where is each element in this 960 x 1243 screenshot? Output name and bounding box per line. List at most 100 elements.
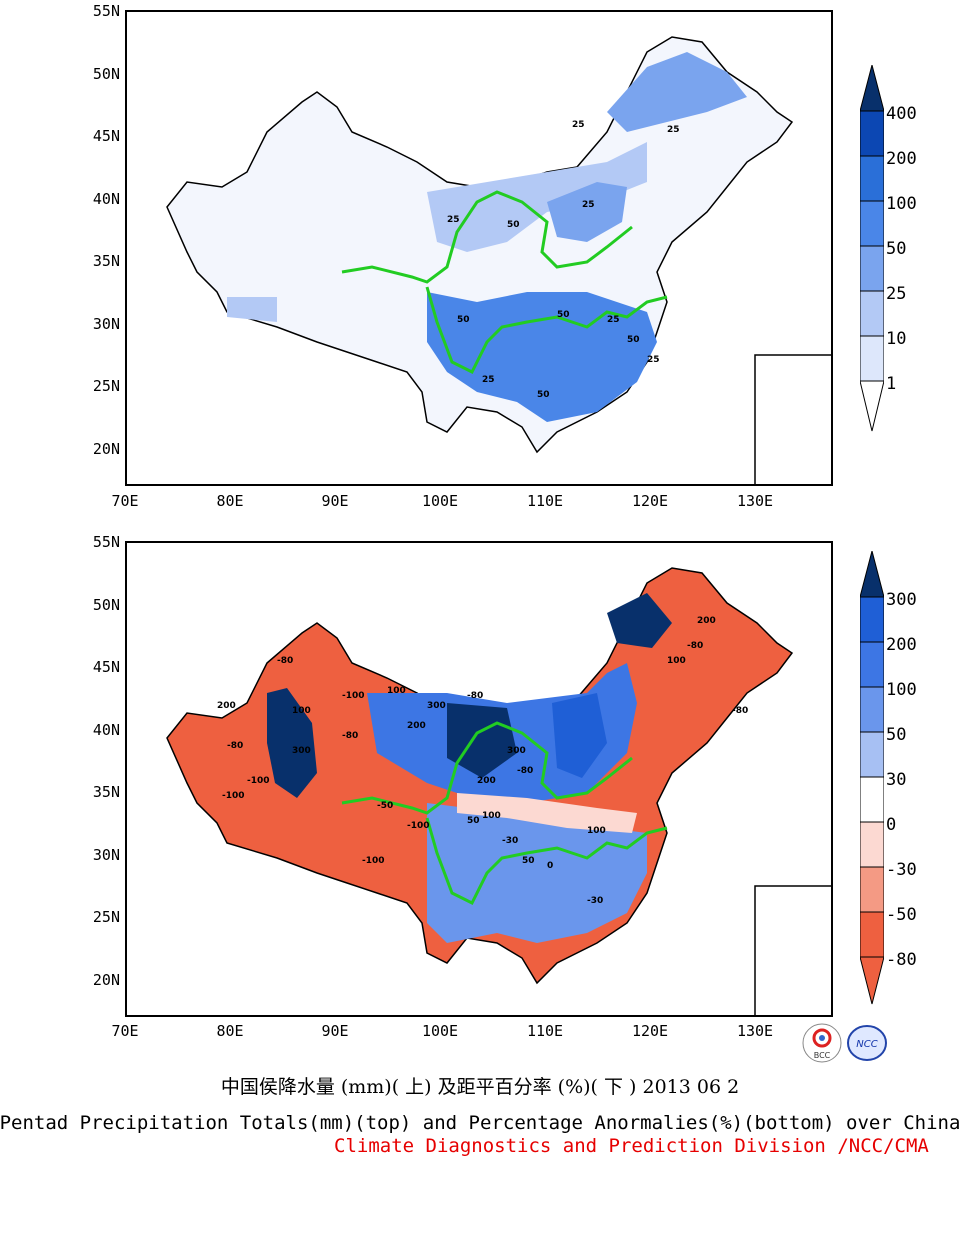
x-label: 120E [631, 1022, 669, 1040]
contour-label: 100 [482, 811, 501, 821]
y-label: 45N [92, 658, 120, 676]
x-label: 130E [736, 492, 774, 510]
anomaly-neutral-band [457, 793, 637, 833]
contour-label: -50 [377, 801, 393, 811]
contour-label: -30 [502, 836, 518, 846]
contour-label: 50 [467, 816, 480, 826]
bcc-logo-text: BCC [814, 1051, 831, 1060]
colorbar-label: 200 [886, 635, 917, 655]
yangtze-river [425, 286, 668, 375]
y-label: 30N [92, 846, 120, 864]
anomaly-blue-east [552, 693, 607, 778]
contour-label: 100 [667, 656, 686, 666]
contour-label: -80 [687, 641, 703, 651]
y-label: 35N [92, 252, 120, 270]
x-label: 70E [111, 1022, 139, 1040]
contour-label: 200 [217, 701, 236, 711]
y-label: 45N [92, 127, 120, 145]
y-label: 30N [92, 315, 120, 333]
rain-band-north [547, 182, 627, 242]
contour-label: 300 [507, 746, 526, 756]
contour-label: -80 [467, 691, 483, 701]
contour-label: 25 [607, 315, 620, 325]
contour-label: 50 [522, 856, 535, 866]
contour-label: 50 [537, 390, 550, 400]
ncc-logo: NCC [847, 1025, 887, 1061]
colorbar-label: 300 [886, 590, 917, 610]
colorbar-label: 50 [886, 725, 907, 745]
contour-label: -30 [587, 896, 603, 906]
bcc-logo: BCC [802, 1023, 842, 1063]
contour-label: 25 [667, 125, 680, 135]
rain-band-northeast [607, 52, 747, 132]
contour-label: 25 [647, 355, 660, 365]
anomaly-darkblue-west [267, 688, 317, 798]
contour-label: 300 [427, 701, 446, 711]
contour-label: -80 [277, 656, 293, 666]
precipitation-totals-map: 25 25 25 25 50 50 50 25 50 25 50 25 [125, 10, 833, 486]
contour-label: 200 [407, 721, 426, 731]
south-china-sea-inset [754, 354, 831, 484]
y-label: 55N [92, 2, 120, 20]
contour-label: -80 [227, 741, 243, 751]
rain-band-west [227, 297, 277, 322]
contour-label: 50 [457, 315, 470, 325]
colorbar-label: 50 [886, 239, 907, 259]
colorbar-label: -80 [886, 950, 917, 970]
x-label: 80E [216, 1022, 244, 1040]
x-label: 70E [111, 492, 139, 510]
contour-label: 50 [557, 310, 570, 320]
y-label: 35N [92, 783, 120, 801]
contour-label: 25 [447, 215, 460, 225]
top-colorbar [860, 65, 884, 432]
contour-label: -100 [407, 821, 430, 831]
x-label: 110E [526, 1022, 564, 1040]
x-label: 90E [321, 492, 349, 510]
contour-label: 25 [482, 375, 495, 385]
contour-label: 100 [387, 686, 406, 696]
contour-label: -80 [517, 766, 533, 776]
contour-label: 25 [572, 120, 585, 130]
colorbar-label: 1 [886, 374, 897, 394]
contour-label: 200 [477, 776, 496, 786]
colorbar-label: 30 [886, 770, 907, 790]
x-label: 90E [321, 1022, 349, 1040]
precipitation-anomaly-map: -100 -80 -100 -80 200 300 100 -80 -100 300 200 100-… [125, 541, 833, 1017]
colorbar-label: 400 [886, 104, 917, 124]
colorbar-label: -30 [886, 860, 917, 880]
x-label: 100E [421, 1022, 459, 1040]
south-china-sea-inset [754, 885, 831, 1015]
y-label: 40N [92, 721, 120, 739]
x-label: 110E [526, 492, 564, 510]
contour-label: 100 [587, 826, 606, 836]
y-label: 50N [92, 65, 120, 83]
chinese-title: 中国侯降水量 (mm)( 上) 及距平百分率 (%)( 下 ) 2013 06 … [220, 1076, 740, 1098]
rain-band-south [427, 292, 657, 422]
x-label: 120E [631, 492, 669, 510]
colorbar-label: 10 [886, 329, 907, 349]
contour-label: 300 [292, 746, 311, 756]
yellow-river [341, 721, 633, 815]
contour-label: -100 [222, 791, 245, 801]
y-label: 50N [92, 596, 120, 614]
precipitation-map-svg: 25 25 25 25 50 50 50 25 50 25 50 25 [166, 36, 831, 484]
colorbar-label: 200 [886, 149, 917, 169]
anomaly-darkblue-northeast [607, 593, 672, 648]
y-label: 40N [92, 190, 120, 208]
x-label: 100E [421, 492, 459, 510]
bottom-colorbar [860, 551, 884, 1005]
anomaly-darkblue-north [447, 703, 517, 778]
contour-label: -100 [362, 856, 385, 866]
x-label: 80E [216, 492, 244, 510]
y-label: 55N [92, 533, 120, 551]
contour-label: 50 [627, 335, 640, 345]
anomaly-blue-south [427, 803, 647, 943]
contour-label: 0 [547, 861, 553, 871]
contour-label: -80 [732, 706, 748, 716]
rain-band-light [427, 142, 647, 252]
yellow-river [341, 190, 633, 284]
contour-label: 100 [292, 706, 311, 716]
english-title: Pentad Precipitation Totals(mm)(top) and… [0, 1112, 960, 1134]
contour-label: -100 [247, 776, 270, 786]
colorbar-label: 25 [886, 284, 907, 304]
